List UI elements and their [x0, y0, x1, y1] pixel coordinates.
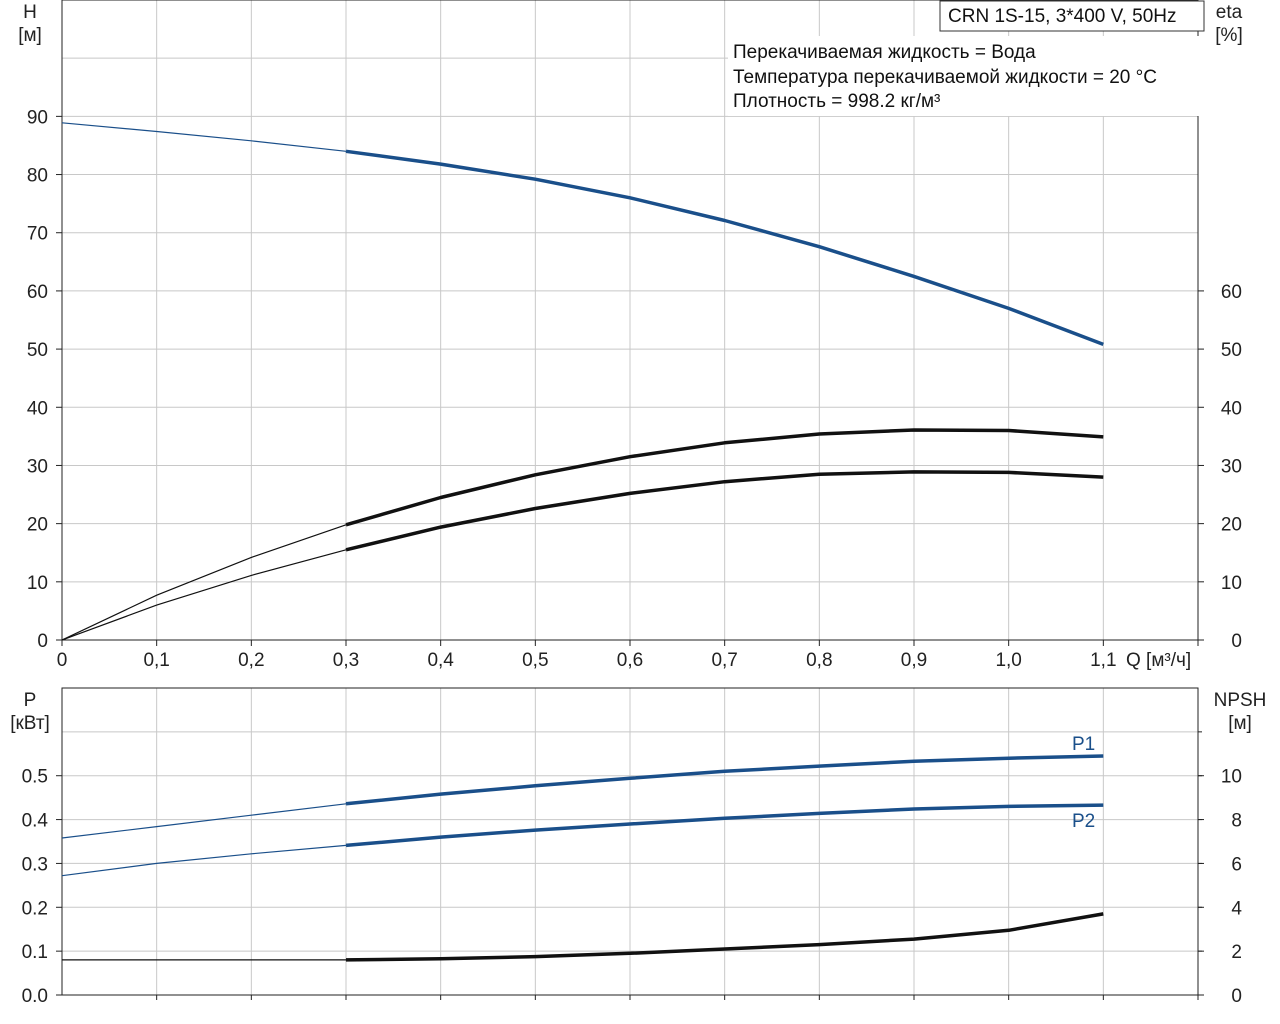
top-left-tick-label: 20	[27, 515, 48, 536]
x-tick-label: 0	[57, 650, 68, 671]
p1-line	[345, 754, 1104, 806]
top-left-tick-label: 60	[27, 282, 48, 303]
top-right-axis-symbol: eta	[1216, 2, 1243, 23]
bottom-chart-ticks: 0.0 0.1 0.2 0.3 0.4 0.5 0 2 4 6 8 10	[22, 731, 1242, 1007]
top-left-axis-symbol: H	[23, 2, 37, 23]
bottom-right-tick-label: 2	[1231, 942, 1242, 963]
bottom-chart-series	[61, 754, 1104, 962]
bottom-left-tick-label: 0.4	[22, 811, 49, 832]
top-right-axis-unit: [%]	[1215, 25, 1242, 46]
top-left-tick-label: 50	[27, 340, 48, 361]
top-curve-1-extension	[61, 524, 347, 641]
bottom-right-tick-label: 10	[1221, 767, 1242, 788]
top-right-tick-label: 20	[1221, 515, 1242, 536]
p1-extension	[61, 803, 347, 839]
top-right-tick-label: 60	[1221, 282, 1242, 303]
x-tick-label: 0,8	[806, 650, 832, 671]
bottom-right-tick-label: 0	[1231, 986, 1242, 1007]
top-left-tick-label: 30	[27, 456, 48, 477]
bottom-right-tick-label: 8	[1231, 811, 1242, 832]
fluid-info-box	[728, 36, 1200, 116]
x-tick-label: 0,6	[617, 650, 643, 671]
x-tick-label: 0,1	[143, 650, 169, 671]
top-chart-ticks: 0 10 20 30 40 50 60 70 80 90 0 10 20 30 40 50 60 0 0,1 0,2 0…	[27, 107, 1242, 671]
x-axis-title: Q [м³/ч]	[1126, 650, 1191, 671]
x-tick-label: 0,2	[238, 650, 264, 671]
bottom-curve-2-line	[345, 912, 1104, 962]
x-tick-label: 0,9	[901, 650, 927, 671]
model-label: CRN 1S-15, 3*400 V, 50Hz	[948, 6, 1176, 27]
density-info-line: Плотность = 998.2 кг/м³	[733, 91, 940, 112]
bottom-left-tick-label: 0.0	[22, 986, 48, 1007]
top-right-tick-label: 10	[1221, 573, 1242, 594]
top-left-tick-label: 40	[27, 398, 48, 419]
fluid-info-line: Перекачиваемая жидкость = Вода	[733, 42, 1036, 63]
top-right-tick-label: 30	[1221, 456, 1242, 477]
x-tick-label: 1,1	[1090, 650, 1116, 671]
bottom-right-tick-label: 4	[1231, 898, 1242, 919]
bottom-left-axis-symbol: P	[24, 690, 37, 711]
x-tick-label: 1,0	[995, 650, 1021, 671]
top-right-tick-label: 0	[1231, 631, 1242, 652]
top-left-tick-label: 70	[27, 224, 48, 245]
x-tick-label: 0,4	[427, 650, 454, 671]
top-chart-series	[61, 122, 1104, 641]
top-left-tick-label: 10	[27, 573, 48, 594]
x-tick-label: 0,5	[522, 650, 548, 671]
bottom-chart-grid	[62, 688, 1199, 995]
top-curve-2-extension	[61, 549, 347, 641]
p2-line	[345, 803, 1104, 848]
bottom-right-axis-symbol: NPSH	[1214, 690, 1267, 711]
bottom-left-axis-unit: [кВт]	[10, 713, 50, 734]
series-label-p2: P2	[1072, 811, 1095, 832]
x-tick-label: 0,7	[711, 650, 737, 671]
top-curve-1-line	[345, 428, 1104, 527]
top-curve-0-extension	[61, 122, 347, 152]
top-left-tick-label: 90	[27, 107, 48, 128]
top-left-axis-unit: [м]	[18, 25, 42, 46]
top-curve-0-line	[345, 149, 1104, 347]
bottom-left-tick-label: 0.3	[22, 854, 48, 875]
x-tick-label: 0,3	[333, 650, 359, 671]
bottom-right-tick-label: 6	[1231, 854, 1242, 875]
bottom-left-tick-label: 0.1	[22, 942, 48, 963]
p2-extension	[61, 844, 347, 877]
top-curve-2-line	[345, 470, 1104, 552]
bottom-left-tick-label: 0.5	[22, 767, 48, 788]
top-left-tick-label: 80	[27, 166, 48, 187]
top-right-tick-label: 50	[1221, 340, 1242, 361]
bottom-right-axis-unit: [м]	[1228, 713, 1252, 734]
temperature-info-line: Температура перекачиваемой жидкости = 20…	[733, 67, 1157, 88]
top-right-tick-label: 40	[1221, 398, 1242, 419]
series-label-p1: P1	[1072, 734, 1095, 755]
top-left-tick-label: 0	[37, 631, 48, 652]
bottom-left-tick-label: 0.2	[22, 898, 48, 919]
model-box	[939, 0, 1205, 32]
